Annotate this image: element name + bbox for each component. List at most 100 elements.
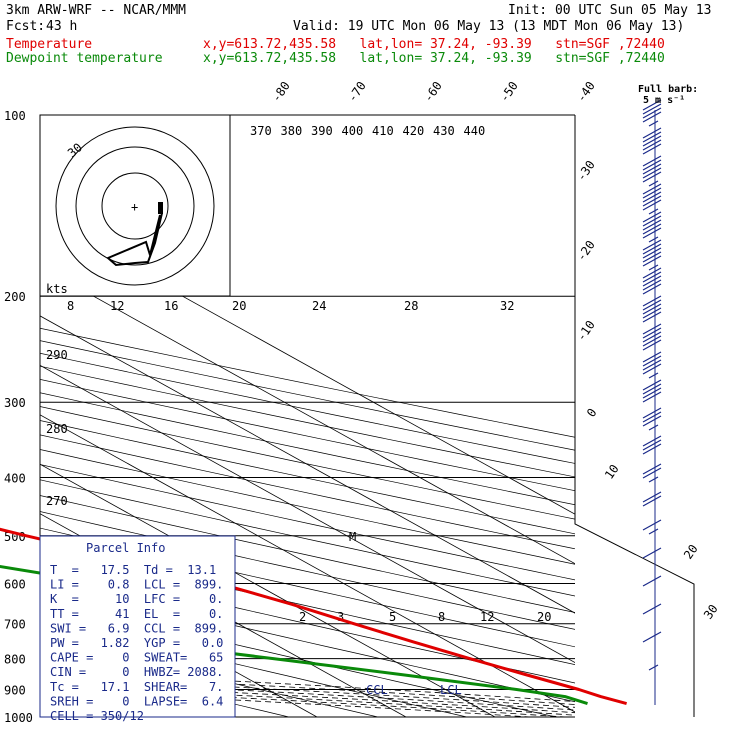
theta-label: 370 bbox=[250, 124, 272, 138]
dry-adiabat bbox=[40, 636, 380, 717]
wind-barb bbox=[642, 155, 662, 187]
wind-barb bbox=[642, 491, 662, 507]
forecast-hours: 43 h bbox=[46, 19, 78, 34]
parcel-info-row: PW = 1.82 YGP = 0.0 bbox=[50, 636, 223, 650]
mixing-ratio-label: 20 bbox=[537, 610, 551, 624]
hodograph-speed-scale: kts 8 12 16 20 24 28 32 bbox=[46, 282, 514, 313]
wind-barb bbox=[642, 99, 662, 127]
theta-left-label: 280 bbox=[46, 422, 68, 436]
pressure-label: 900 bbox=[4, 683, 26, 697]
wind-barb bbox=[642, 575, 662, 587]
isotherm-label: -50 bbox=[497, 79, 521, 105]
parcel-info-box: Parcel Info T = 17.5 Td = 13.1LI = 0.8 L… bbox=[39, 535, 236, 723]
wind-barb bbox=[642, 323, 662, 351]
isotherm-label: 30 bbox=[701, 602, 721, 622]
wind-barb bbox=[642, 407, 662, 431]
mixing-ratio-label: 8 bbox=[438, 610, 445, 624]
dry-adiabat bbox=[40, 495, 575, 613]
dry-adiabat bbox=[40, 617, 469, 717]
isotherm-label: -40 bbox=[574, 79, 598, 105]
wind-key-line1: Full barb: bbox=[638, 84, 698, 95]
dry-adiabat bbox=[40, 340, 575, 451]
isotherm-label: 20 bbox=[681, 542, 701, 562]
parcel-info-row: CIN = 0 HWBZ= 2088. bbox=[50, 665, 223, 679]
model-title: 3km ARW-WRF -- NCAR/MMM bbox=[6, 3, 187, 18]
location-line-temp: x,y=613.72,435.58 lat,lon= 37.24, -93.39… bbox=[203, 37, 665, 52]
pressure-label: 800 bbox=[4, 653, 26, 667]
location-line-dew: x,y=613.72,435.58 lat,lon= 37.24, -93.39… bbox=[203, 51, 665, 66]
kts-scale-label: 8 bbox=[67, 299, 74, 313]
theta-left-label: 270 bbox=[46, 494, 68, 508]
forecast-label: Fcst: bbox=[6, 19, 46, 34]
wind-barb bbox=[642, 463, 662, 483]
isotherm bbox=[40, 364, 575, 664]
kts-scale-label: 28 bbox=[404, 299, 418, 313]
hodograph: + 30 bbox=[39, 114, 231, 297]
dry-adiabat bbox=[40, 464, 575, 581]
wind-barb bbox=[642, 211, 662, 243]
wind-barb bbox=[642, 267, 662, 295]
isotherm bbox=[40, 463, 496, 717]
mixing-ratio-label: 3 bbox=[337, 610, 344, 624]
parcel-info-row: CAPE = 0 SWEAT= 65 bbox=[50, 651, 223, 665]
theta-left-label: 290 bbox=[46, 348, 68, 362]
isotherm bbox=[40, 414, 575, 713]
isotherm-label: -80 bbox=[269, 79, 293, 105]
isotherm-label: -20 bbox=[574, 238, 598, 264]
theta-label: 400 bbox=[342, 124, 364, 138]
pressure-label: 300 bbox=[4, 396, 26, 410]
lcl-marker: LCL bbox=[440, 683, 462, 697]
wind-barbs bbox=[642, 99, 662, 705]
kts-scale-label: 20 bbox=[232, 299, 246, 313]
theta-label: 410 bbox=[372, 124, 394, 138]
wind-barb bbox=[642, 295, 662, 323]
wind-barb bbox=[642, 603, 662, 615]
theta-label: 380 bbox=[281, 124, 303, 138]
isotherm bbox=[40, 216, 575, 515]
wind-barb bbox=[642, 127, 662, 155]
dry-adiabat bbox=[40, 511, 575, 630]
hodograph-marker bbox=[158, 202, 163, 214]
parcel-info-row: K = 10 LFC = 0. bbox=[50, 592, 223, 606]
valid-time: Valid: 19 UTC Mon 06 May 13 (13 MDT Mon … bbox=[293, 19, 685, 34]
isotherm bbox=[40, 315, 575, 614]
hodograph-trace bbox=[106, 203, 164, 267]
mixing-ratio-label: 2 bbox=[299, 610, 306, 624]
parcel-info-row: CELL = 350/12 bbox=[50, 709, 144, 723]
potential-temp-labels: 370 380 390 400 410 420 430 440 bbox=[250, 124, 485, 138]
ccl-marker: CCL bbox=[366, 683, 388, 697]
wind-barb bbox=[642, 351, 662, 379]
mixing-ratio-labels: 2 3 5 8 12 20 bbox=[299, 610, 551, 624]
parcel-info-title: Parcel Info bbox=[86, 541, 165, 555]
init-time: Init: 00 UTC Sun 05 May 13 bbox=[508, 3, 712, 18]
pressure-label: 600 bbox=[4, 577, 26, 591]
isotherm-label: 0 bbox=[584, 406, 600, 420]
theta-label: 390 bbox=[311, 124, 333, 138]
hodograph-center: + bbox=[131, 200, 138, 214]
mixing-ratio-label: 12 bbox=[480, 610, 494, 624]
parcel-info-row: SWI = 6.9 CCL = 899. bbox=[50, 621, 223, 635]
wind-barb bbox=[648, 664, 659, 671]
theta-left-labels: 290 280 270 bbox=[46, 348, 68, 508]
parcel-info-row: TT = 41 EL = 0. bbox=[50, 607, 223, 621]
kts-label: kts bbox=[46, 282, 68, 296]
isotherm bbox=[40, 513, 407, 717]
parcel-info-row: LI = 0.8 LCL = 899. bbox=[50, 578, 223, 592]
dry-adiabat bbox=[40, 327, 575, 438]
pressure-label: 400 bbox=[4, 471, 26, 485]
dewpoint-line bbox=[0, 564, 588, 706]
wind-barb bbox=[642, 519, 662, 535]
wind-key-line2: 5 m s⁻¹ bbox=[643, 95, 685, 106]
legend-dewpoint: Dewpoint temperature bbox=[6, 51, 163, 66]
wind-barb bbox=[642, 631, 662, 643]
isotherm-label: 10 bbox=[602, 462, 622, 482]
dry-adiabat bbox=[40, 527, 575, 648]
wind-barb bbox=[642, 239, 662, 271]
temperature-line bbox=[0, 527, 627, 706]
lfc-mark: M bbox=[349, 530, 356, 544]
isotherm-label: -10 bbox=[574, 318, 598, 344]
kts-scale-label: 32 bbox=[500, 299, 514, 313]
dry-adiabat bbox=[40, 598, 558, 717]
wind-barb bbox=[642, 547, 662, 559]
parcel-info-row: SREH = 0 LAPSE= 6.4 bbox=[50, 694, 223, 708]
